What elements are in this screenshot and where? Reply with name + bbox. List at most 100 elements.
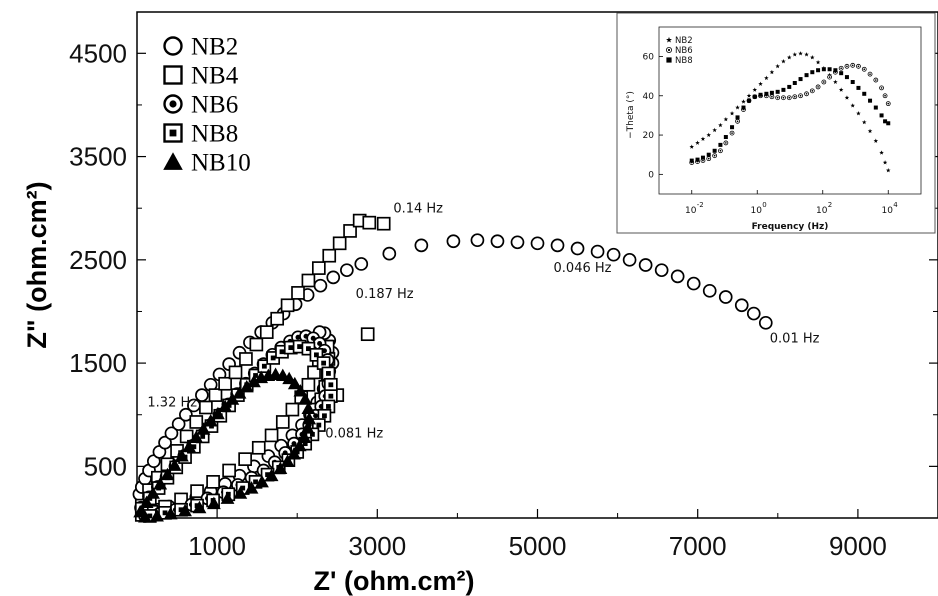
inset-x-tick-exponent: 4	[893, 201, 898, 209]
inset-data-point-nb8	[752, 94, 757, 99]
data-point-nb4	[285, 402, 300, 417]
data-point-nb8	[324, 377, 338, 392]
inset-data-point-nb6	[809, 88, 815, 94]
data-point-nb10	[244, 481, 259, 494]
legend-label: NB4	[191, 63, 239, 90]
data-point-nb10	[138, 510, 152, 523]
data-point-nb10	[297, 430, 312, 443]
data-point-nb2	[654, 263, 669, 278]
inset-data-point-nb6	[706, 156, 712, 162]
data-point-nb4	[249, 337, 264, 352]
inset-data-point-nb8	[764, 91, 769, 96]
data-point-nb10	[182, 439, 196, 453]
data-point-nb10	[218, 399, 233, 412]
inset-data-point-nb2	[838, 87, 844, 92]
data-point-nb10	[301, 401, 316, 415]
legend-item-nb2: NB2	[163, 34, 238, 61]
data-point-nb8	[316, 356, 331, 370]
data-point-nb2	[490, 234, 505, 249]
inset-data-point-nb2	[786, 55, 792, 60]
inset-data-point-nb2	[861, 119, 867, 125]
x-tick-label: 5000	[509, 531, 567, 561]
data-point-nb10	[264, 468, 279, 482]
inset-data-point-nb8	[883, 119, 888, 124]
data-point-nb2	[718, 290, 733, 304]
inset-data-point-nb2	[746, 93, 752, 98]
inset-data-point-nb8	[775, 89, 780, 94]
inset-data-point-nb6	[712, 153, 718, 159]
data-point-nb2	[158, 435, 172, 450]
inset-data-point-nb8	[798, 77, 803, 82]
data-point-nb10	[247, 374, 261, 388]
data-point-nb2	[414, 238, 429, 253]
data-point-nb4	[301, 377, 316, 392]
inset-data-point-nb6	[844, 63, 850, 69]
inset-data-point-nb2	[700, 136, 706, 141]
inset-legend-item-nb6: NB6	[666, 46, 693, 56]
data-point-nb10	[178, 503, 192, 517]
data-point-nb4	[228, 365, 243, 380]
inset-data-point-nb8	[856, 85, 861, 90]
inset-data-point-nb8	[821, 67, 826, 72]
annotations-group: 0.14 Hz 0.046 Hz 0.187 Hz 0.01 Hz 1.32 Hz 0.0…	[147, 201, 819, 441]
x-tick-label: 9000	[829, 531, 887, 561]
inset-data-point-nb8	[873, 105, 878, 110]
data-point-nb10	[163, 506, 178, 520]
inset-data-point-nb6	[718, 148, 723, 154]
inset-data-point-nb2	[885, 168, 891, 173]
data-point-nb10	[292, 438, 307, 452]
inset-data-point-nb2	[712, 127, 717, 133]
inset-data-point-nb8	[735, 115, 740, 120]
data-point-nb4	[189, 415, 204, 429]
data-point-nb4	[291, 286, 305, 300]
inset-data-point-nb2	[792, 52, 798, 57]
data-point-nb4	[362, 215, 377, 230]
inset-legend-label: NB8	[675, 56, 693, 66]
data-point-nb10	[302, 411, 317, 425]
inset-data-point-nb2	[882, 160, 888, 165]
data-point-nb4	[280, 298, 295, 313]
data-point-nb10	[211, 406, 225, 420]
inset-data-point-nb8	[844, 75, 849, 80]
inset-data-point-nb8	[810, 70, 815, 75]
inset-data-point-nb6	[879, 85, 884, 91]
inset-data-point-nb6	[769, 94, 775, 100]
data-point-nb2	[758, 315, 773, 330]
inset-x-tick-exponent: 0	[762, 201, 766, 209]
inset-data-point-nb2	[844, 95, 850, 100]
x-axis-title: Z' (ohm.cm²)	[314, 566, 475, 596]
inset-legend-marker-nb8	[666, 57, 672, 63]
data-point-nb10	[232, 386, 247, 399]
inset-data-point-nb6	[781, 95, 786, 101]
legend-item-nb8: NB8	[163, 121, 238, 148]
inset-data-point-nb2	[769, 69, 775, 75]
inset-x-tick-label: 10	[882, 206, 894, 216]
data-point-nb2	[530, 236, 545, 251]
inset-data-point-nb8	[879, 113, 884, 118]
data-point-nb2	[382, 246, 397, 261]
data-point-nb2	[446, 234, 461, 249]
inset-data-point-nb6	[804, 91, 809, 97]
data-point-nb2	[622, 252, 637, 267]
inset-data-point-nb2	[764, 75, 769, 81]
inset-legend-marker-nb2	[666, 36, 672, 43]
data-point-nb10	[174, 449, 189, 462]
inset-data-point-nb6	[815, 84, 821, 90]
inset-data-point-nb2	[735, 105, 740, 110]
inset-data-point-nb6	[850, 62, 856, 68]
data-point-nb10	[150, 509, 164, 522]
data-point-nb2	[606, 247, 621, 262]
legend-label: NB8	[191, 121, 238, 148]
data-point-nb4	[322, 248, 337, 263]
inset-data-point-nb2	[723, 116, 729, 122]
inset-data-point-nb2	[729, 111, 735, 116]
data-point-nb4	[264, 428, 279, 443]
inset-series-nb6	[689, 62, 891, 165]
series-nb10	[133, 367, 317, 523]
data-point-nb4	[275, 415, 290, 429]
inset-y-tick-label: 60	[643, 52, 655, 62]
data-point-nb4	[190, 484, 204, 498]
inset-data-point-nb8	[747, 98, 752, 103]
